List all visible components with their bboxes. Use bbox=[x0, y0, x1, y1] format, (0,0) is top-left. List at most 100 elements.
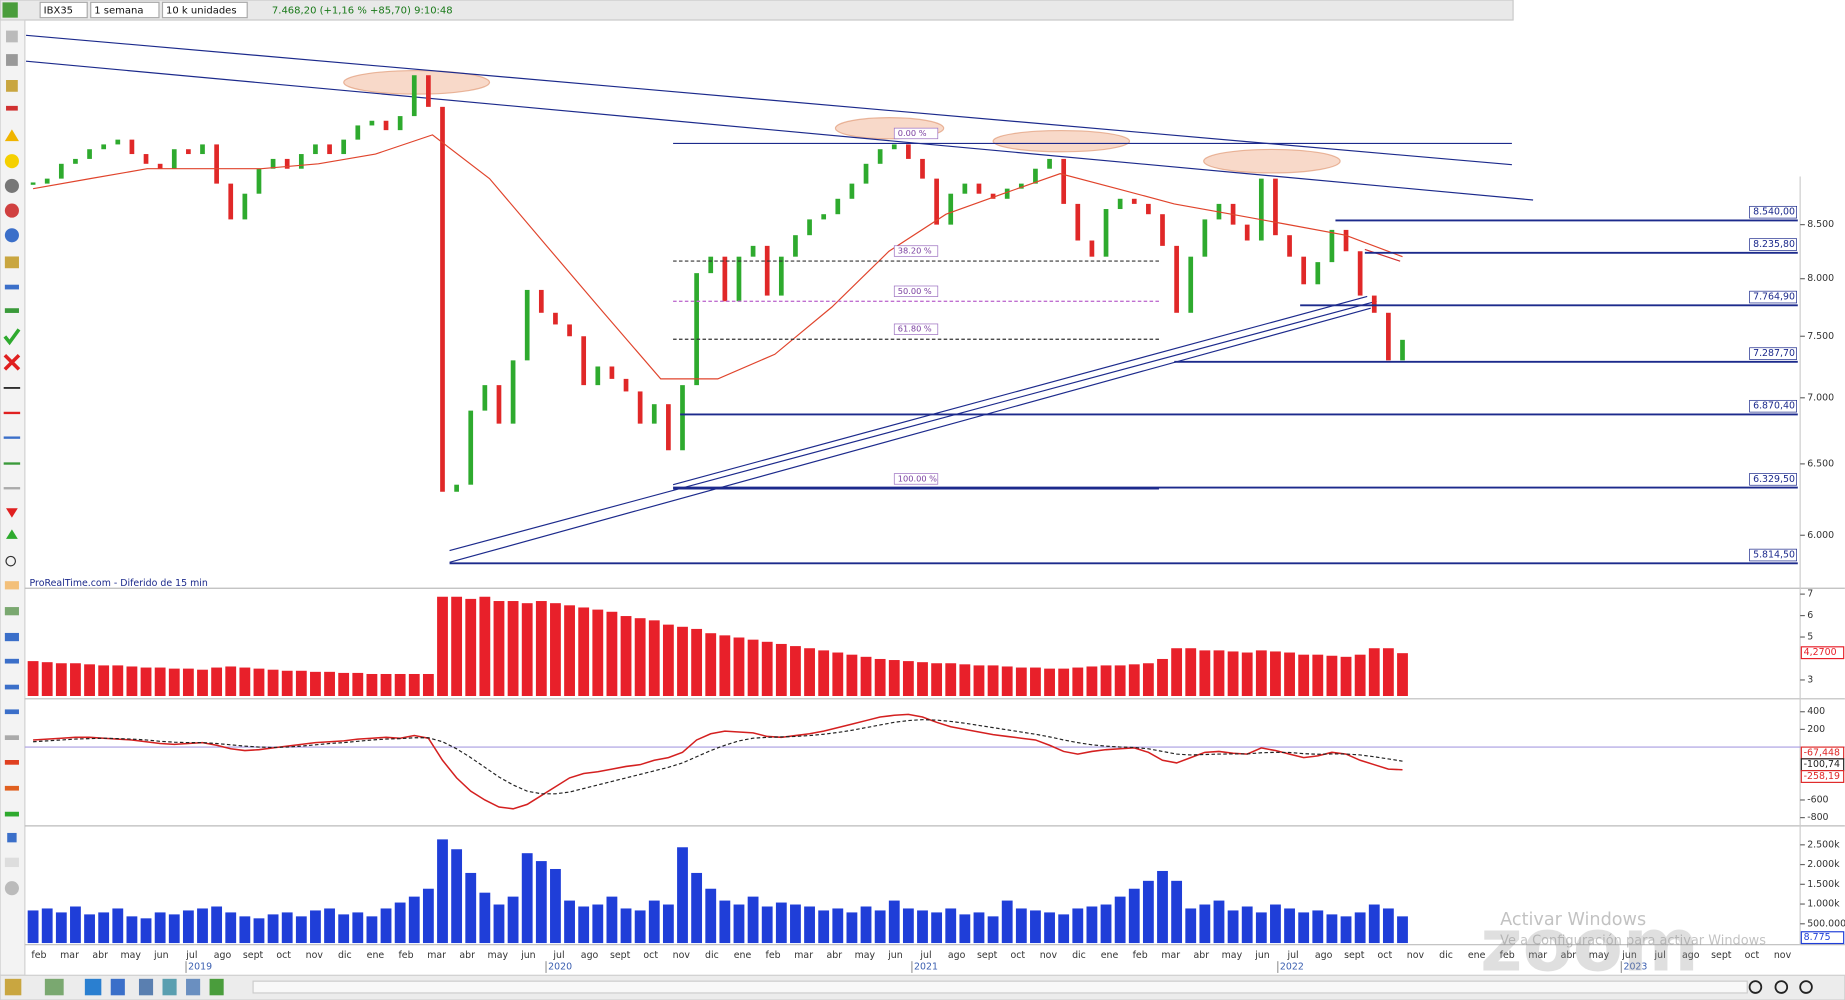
tool[interactable] bbox=[3, 411, 21, 415]
zoom-button[interactable] bbox=[1774, 980, 1789, 994]
candle bbox=[623, 378, 629, 392]
tool[interactable] bbox=[4, 581, 19, 590]
tool[interactable] bbox=[6, 105, 18, 111]
candle bbox=[157, 163, 163, 169]
period[interactable]: 1 semana bbox=[94, 6, 143, 17]
tool[interactable] bbox=[4, 785, 19, 791]
period-box[interactable] bbox=[90, 1, 160, 19]
current-value-box bbox=[1800, 646, 1845, 660]
tool[interactable] bbox=[6, 529, 18, 539]
tool[interactable] bbox=[162, 978, 177, 996]
tool[interactable] bbox=[4, 129, 19, 142]
indicator-line bbox=[33, 713, 1403, 810]
tool[interactable] bbox=[44, 978, 64, 996]
bar bbox=[760, 640, 774, 697]
bar bbox=[1198, 649, 1212, 697]
tool[interactable] bbox=[110, 978, 125, 996]
tool[interactable] bbox=[3, 487, 21, 490]
tool[interactable] bbox=[4, 760, 19, 765]
bottom-icons[interactable] bbox=[4, 978, 1813, 996]
x-tick-label: nov bbox=[1774, 950, 1792, 961]
bar bbox=[1240, 905, 1254, 945]
tool[interactable] bbox=[4, 684, 19, 690]
tool[interactable] bbox=[4, 284, 19, 290]
bar bbox=[718, 899, 732, 944]
tool[interactable] bbox=[4, 308, 19, 313]
bar bbox=[309, 909, 322, 944]
candle bbox=[609, 366, 615, 379]
tool[interactable] bbox=[7, 832, 17, 843]
symbol-box[interactable] bbox=[39, 1, 88, 19]
tool[interactable] bbox=[4, 632, 19, 642]
tool[interactable] bbox=[6, 30, 18, 43]
tool[interactable] bbox=[3, 387, 21, 389]
tool[interactable] bbox=[4, 881, 19, 896]
zoom-button[interactable] bbox=[1748, 980, 1763, 994]
tool[interactable] bbox=[4, 607, 19, 616]
level-label: 7.287,70 bbox=[1753, 348, 1795, 359]
bar bbox=[746, 638, 760, 697]
tool[interactable] bbox=[3, 354, 21, 371]
tool[interactable] bbox=[6, 54, 18, 66]
zoom-button[interactable] bbox=[1799, 980, 1813, 994]
bar bbox=[125, 915, 139, 945]
tool[interactable] bbox=[6, 508, 18, 518]
tool[interactable] bbox=[3, 436, 21, 439]
bar bbox=[1396, 652, 1409, 697]
x-tick-label: abr bbox=[92, 950, 108, 961]
x-tick-label: ago bbox=[1682, 950, 1700, 961]
tool[interactable] bbox=[3, 328, 21, 346]
tool[interactable] bbox=[4, 857, 19, 868]
scrollbar[interactable] bbox=[252, 980, 1748, 994]
tool[interactable] bbox=[209, 978, 224, 996]
tool[interactable] bbox=[138, 978, 154, 996]
x-tick-label: jul bbox=[1286, 950, 1298, 961]
bar bbox=[1113, 895, 1127, 945]
tool[interactable] bbox=[4, 154, 19, 169]
y-tick-label: 2.500k bbox=[1807, 839, 1840, 850]
level-label: 8.235,80 bbox=[1753, 239, 1795, 250]
tool[interactable] bbox=[4, 735, 19, 740]
bar bbox=[224, 665, 238, 697]
bar bbox=[1212, 649, 1226, 697]
tool[interactable] bbox=[4, 203, 19, 218]
candle bbox=[1089, 240, 1095, 257]
tool[interactable] bbox=[4, 658, 19, 664]
tool[interactable] bbox=[4, 178, 19, 193]
tool[interactable] bbox=[186, 978, 201, 996]
units-box[interactable] bbox=[161, 1, 248, 19]
tool-icons[interactable] bbox=[3, 30, 21, 896]
symbol[interactable]: IBX35 bbox=[44, 6, 73, 17]
x-tick-label: oct bbox=[276, 950, 291, 961]
bar bbox=[887, 659, 901, 697]
bar bbox=[210, 905, 223, 945]
x-tick-label: nov bbox=[1040, 950, 1058, 961]
x-tick-label: nov bbox=[306, 950, 324, 961]
x-tick-label: ago bbox=[948, 950, 966, 961]
tool[interactable] bbox=[6, 80, 18, 92]
tool[interactable] bbox=[4, 256, 19, 269]
tool[interactable] bbox=[4, 811, 19, 817]
current-value: -258,19 bbox=[1804, 771, 1840, 782]
level-label-box bbox=[1749, 473, 1797, 486]
candle bbox=[567, 324, 572, 337]
tool[interactable] bbox=[84, 978, 102, 996]
tool[interactable] bbox=[4, 978, 22, 996]
bar bbox=[887, 899, 901, 944]
x-tick-label: dic bbox=[338, 950, 352, 961]
app-icon[interactable] bbox=[2, 2, 18, 18]
bar bbox=[365, 673, 379, 697]
level-label-box bbox=[1749, 347, 1797, 360]
fib-label-box bbox=[893, 323, 939, 335]
candle bbox=[835, 198, 841, 215]
bar bbox=[1014, 907, 1028, 945]
tool[interactable] bbox=[4, 228, 19, 243]
units[interactable]: 10 k unidades bbox=[166, 6, 237, 17]
bar bbox=[690, 627, 703, 697]
bar bbox=[760, 905, 774, 945]
tool[interactable] bbox=[4, 709, 19, 715]
bar bbox=[125, 665, 139, 697]
level-label: 6.329,50 bbox=[1753, 474, 1795, 485]
tool[interactable] bbox=[3, 462, 21, 465]
tool[interactable] bbox=[5, 555, 17, 567]
